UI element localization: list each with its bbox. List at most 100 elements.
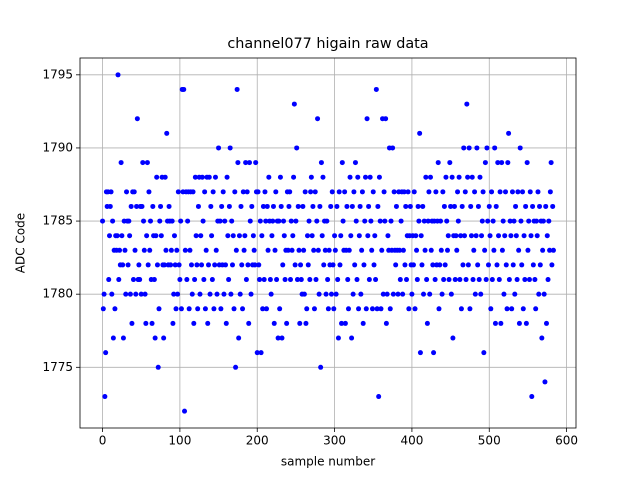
point	[214, 291, 220, 297]
point	[207, 291, 213, 297]
point	[127, 291, 133, 297]
point	[428, 247, 434, 253]
point	[375, 203, 381, 209]
point	[316, 291, 322, 297]
point	[412, 306, 418, 312]
point	[344, 203, 350, 209]
point	[173, 306, 179, 312]
point	[281, 218, 287, 224]
point	[352, 160, 358, 166]
point	[529, 394, 535, 400]
point	[423, 174, 429, 180]
point	[464, 101, 470, 107]
point	[431, 350, 437, 356]
point	[366, 277, 372, 283]
point	[313, 277, 319, 283]
point	[443, 174, 449, 180]
point	[516, 247, 522, 253]
point	[225, 233, 231, 239]
point	[503, 189, 509, 195]
point	[251, 247, 257, 253]
point	[363, 174, 369, 180]
point	[498, 320, 504, 326]
point	[474, 145, 480, 151]
point	[390, 145, 396, 151]
point	[171, 291, 177, 297]
point	[547, 247, 553, 253]
point	[133, 291, 139, 297]
point	[470, 277, 476, 283]
point	[417, 130, 423, 136]
point	[421, 291, 427, 297]
point	[533, 306, 539, 312]
point	[500, 218, 506, 224]
point	[244, 189, 250, 195]
point	[210, 189, 216, 195]
point	[475, 262, 481, 268]
point	[496, 233, 502, 239]
point	[410, 262, 416, 268]
point	[471, 247, 477, 253]
point	[329, 189, 335, 195]
point	[493, 203, 499, 209]
point	[356, 306, 362, 312]
point	[246, 320, 252, 326]
point	[182, 408, 188, 414]
point	[257, 218, 263, 224]
point	[213, 247, 219, 253]
point	[455, 189, 461, 195]
point	[243, 277, 249, 283]
point	[494, 262, 500, 268]
point	[310, 203, 316, 209]
point	[388, 218, 394, 224]
point	[505, 160, 511, 166]
point	[465, 174, 471, 180]
point	[252, 262, 258, 268]
point	[298, 262, 304, 268]
point	[473, 233, 479, 239]
point	[107, 233, 113, 239]
point	[146, 189, 152, 195]
point	[421, 218, 427, 224]
point	[280, 262, 286, 268]
point	[446, 277, 452, 283]
point	[454, 247, 460, 253]
point	[325, 277, 331, 283]
point	[235, 160, 241, 166]
point	[328, 203, 334, 209]
point	[318, 160, 324, 166]
point	[317, 203, 323, 209]
point	[480, 189, 486, 195]
point	[356, 233, 362, 239]
point	[367, 174, 373, 180]
point	[523, 320, 529, 326]
point	[400, 291, 406, 297]
point	[144, 160, 150, 166]
point	[451, 203, 457, 209]
point	[438, 247, 444, 253]
point	[332, 247, 338, 253]
point	[499, 160, 505, 166]
point	[266, 174, 272, 180]
point	[472, 189, 478, 195]
x-tick-label: 200	[246, 434, 269, 448]
point	[537, 203, 543, 209]
point	[328, 291, 334, 297]
point	[463, 277, 469, 283]
point	[487, 233, 493, 239]
point	[345, 277, 351, 283]
point	[520, 306, 526, 312]
point	[530, 262, 536, 268]
point	[395, 291, 401, 297]
point	[164, 130, 170, 136]
point	[458, 306, 464, 312]
point	[314, 218, 320, 224]
point	[294, 277, 300, 283]
point	[380, 291, 386, 297]
point	[220, 189, 226, 195]
point	[397, 277, 403, 283]
point	[212, 262, 218, 268]
point	[154, 262, 160, 268]
point	[546, 218, 552, 224]
point	[515, 189, 521, 195]
